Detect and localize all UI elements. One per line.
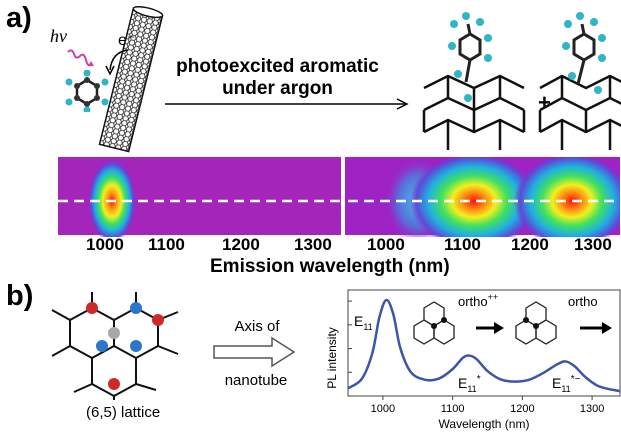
peak-label-e11starminus: E11*− — [552, 374, 581, 394]
lattice-atom-gray — [108, 327, 120, 339]
lattice-atom-red — [86, 302, 98, 314]
tick-right-1000: 1000 — [367, 235, 405, 254]
arrow-text-line2: under argon — [222, 78, 333, 99]
peak-label-e11: E11 — [354, 313, 373, 332]
ortho-arrowhead-1 — [494, 322, 504, 334]
lattice-atom-red — [108, 378, 120, 390]
hollow-axis-arrow — [213, 336, 296, 368]
axis-label-line2: nanotube — [224, 372, 288, 389]
ortho-pp-inset-icon — [413, 301, 455, 345]
ortho-pm-inset-icon — [515, 301, 557, 345]
reaction-arrow-text: photoexcited aromatic under argon — [160, 56, 395, 100]
heatmap-x-axis-title: Emission wavelength (nm) — [210, 256, 450, 277]
chart-ylabel: PL intensity — [325, 327, 339, 389]
lattice-atom-blue — [96, 340, 108, 352]
heatmap-spot-e11starminus — [514, 157, 620, 237]
peak-label-e11star: E11* — [458, 374, 481, 394]
tick-right-1300: 1300 — [574, 235, 612, 254]
heatmap-spot-e11star — [410, 157, 538, 237]
lattice-6-5-diagram — [51, 292, 179, 400]
tick-right-1200: 1200 — [511, 235, 549, 254]
tick-left-1100: 1100 — [148, 235, 185, 254]
tick-left-1300: 1300 — [294, 235, 332, 254]
functionalized-lattice-2 — [538, 12, 621, 150]
photon-wave-icon — [67, 49, 94, 67]
spectrum-series-line — [347, 298, 621, 393]
pl-heatmap — [58, 157, 620, 237]
chart-x-tick-label: 1200 — [510, 403, 534, 415]
reaction-arrow — [165, 98, 409, 110]
chart-plot-area — [347, 289, 621, 397]
lattice-caption: (6,5) lattice — [86, 404, 161, 421]
axis-of-nanotube-label: Axis of — [222, 318, 292, 335]
functionalized-lattice-1 — [422, 12, 526, 150]
tick-right-1100: 1100 — [444, 235, 481, 254]
lattice-atom-blue — [130, 302, 142, 314]
benzene-molecule-icon — [65, 70, 109, 112]
ortho-truncated-label: ortho — [568, 294, 598, 309]
axis-label-line1: Axis of — [234, 318, 280, 335]
lattice-atom-blue — [130, 340, 142, 352]
heatmap-spot-e11 — [88, 159, 136, 237]
chart-xlabel: Wavelength (nm) — [439, 417, 530, 431]
ortho-arrowhead-2 — [602, 322, 612, 334]
tick-left-1000: 1000 — [86, 235, 124, 254]
ortho-pp-label: ortho++ — [458, 292, 498, 309]
hv-label: hν — [50, 26, 67, 46]
panel-a-label: a) — [6, 2, 32, 34]
nanotube-illustration — [98, 6, 164, 153]
tick-left-1200: 1200 — [222, 235, 260, 254]
pl-spectrum-chart: PL intensity Wavelength (nm) 1000 1100 120… — [325, 289, 621, 431]
arrow-text-line1: photoexcited aromatic — [176, 56, 379, 77]
panel-b-label: b) — [6, 280, 34, 312]
lattice-atom-red — [152, 314, 164, 326]
chart-x-tick-label: 1000 — [371, 403, 395, 415]
chart-x-tick-label: 1100 — [441, 403, 465, 415]
chart-x-tick-label: 1300 — [580, 403, 604, 415]
